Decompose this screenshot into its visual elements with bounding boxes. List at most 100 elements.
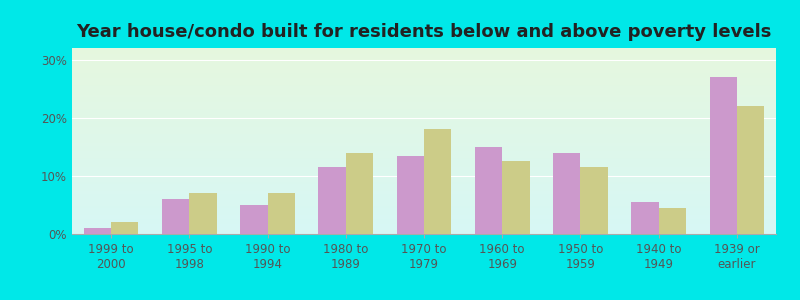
Bar	[72, 125, 776, 126]
Bar	[72, 133, 776, 134]
Bar	[72, 222, 776, 223]
Bar	[72, 229, 776, 230]
Bar	[72, 164, 776, 165]
Bar	[72, 116, 776, 117]
Bar	[631, 202, 658, 234]
Bar	[72, 69, 776, 70]
Bar	[72, 230, 776, 231]
Bar	[72, 225, 776, 226]
Bar	[72, 215, 776, 216]
Bar	[72, 182, 776, 183]
Bar	[72, 186, 776, 187]
Bar	[72, 67, 776, 68]
Bar	[72, 88, 776, 89]
Bar	[72, 90, 776, 91]
Bar	[72, 175, 776, 176]
Bar	[72, 76, 776, 77]
Bar	[72, 87, 776, 88]
Bar	[72, 151, 776, 152]
Bar	[553, 153, 581, 234]
Bar	[72, 200, 776, 202]
Bar	[72, 223, 776, 224]
Bar	[72, 63, 776, 64]
Bar	[72, 168, 776, 169]
Bar	[72, 202, 776, 203]
Bar	[72, 122, 776, 123]
Bar	[72, 130, 776, 131]
Bar	[72, 216, 776, 217]
Bar	[72, 212, 776, 213]
Bar	[72, 110, 776, 111]
Bar	[72, 214, 776, 215]
Bar	[72, 143, 776, 144]
Bar	[72, 57, 776, 58]
Bar	[72, 72, 776, 73]
Bar	[72, 127, 776, 128]
Bar	[72, 86, 776, 87]
Bar	[72, 55, 776, 56]
Bar	[267, 193, 295, 234]
Bar	[72, 77, 776, 78]
Bar	[72, 197, 776, 198]
Bar	[72, 220, 776, 221]
Bar	[72, 166, 776, 167]
Bar	[72, 82, 776, 83]
Bar	[72, 104, 776, 105]
Bar	[72, 189, 776, 190]
Bar	[72, 105, 776, 106]
Bar	[72, 131, 776, 132]
Bar	[72, 158, 776, 159]
Bar	[72, 176, 776, 177]
Bar	[72, 160, 776, 161]
Bar	[658, 208, 686, 234]
Bar	[72, 167, 776, 168]
Bar	[72, 191, 776, 192]
Bar	[72, 92, 776, 93]
Bar	[72, 66, 776, 67]
Bar	[72, 145, 776, 146]
Bar	[72, 148, 776, 149]
Bar	[72, 170, 776, 171]
Bar	[111, 222, 138, 234]
Bar	[72, 61, 776, 62]
Bar	[72, 142, 776, 143]
Bar	[72, 80, 776, 82]
Bar	[72, 198, 776, 199]
Bar	[72, 146, 776, 147]
Bar	[72, 65, 776, 66]
Bar	[72, 59, 776, 60]
Bar	[72, 172, 776, 173]
Bar	[72, 204, 776, 205]
Bar	[72, 119, 776, 120]
Bar	[72, 217, 776, 218]
Bar	[72, 103, 776, 104]
Bar	[72, 207, 776, 208]
Bar	[72, 50, 776, 51]
Bar	[72, 199, 776, 200]
Bar	[72, 75, 776, 76]
Bar	[72, 112, 776, 113]
Bar	[72, 162, 776, 163]
Bar	[72, 227, 776, 228]
Bar	[72, 163, 776, 164]
Bar	[72, 111, 776, 112]
Bar	[72, 157, 776, 158]
Bar	[72, 121, 776, 122]
Bar	[240, 205, 267, 234]
Bar	[72, 62, 776, 63]
Bar	[72, 56, 776, 57]
Bar	[72, 141, 776, 142]
Bar	[72, 159, 776, 160]
Bar	[397, 155, 424, 234]
Bar	[72, 83, 776, 84]
Bar	[72, 102, 776, 103]
Bar	[72, 137, 776, 138]
Bar	[162, 199, 190, 234]
Bar	[72, 218, 776, 219]
Bar	[72, 160, 776, 161]
Bar	[581, 167, 608, 234]
Bar	[72, 64, 776, 65]
Bar	[72, 150, 776, 151]
Bar	[72, 98, 776, 99]
Bar	[72, 126, 776, 127]
